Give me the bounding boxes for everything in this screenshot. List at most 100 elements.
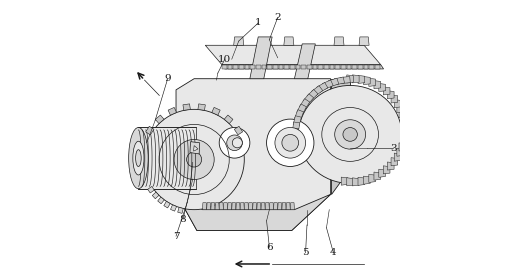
Polygon shape [222,65,384,69]
Polygon shape [394,153,401,161]
Polygon shape [158,197,164,204]
Polygon shape [334,37,344,45]
Polygon shape [176,193,330,230]
Polygon shape [234,37,244,45]
Text: 5: 5 [302,248,309,257]
Polygon shape [223,203,228,210]
Polygon shape [273,65,278,69]
Polygon shape [261,203,265,210]
Text: 9: 9 [164,74,171,83]
Polygon shape [352,178,359,186]
Polygon shape [248,203,253,210]
Ellipse shape [335,120,365,149]
Polygon shape [262,65,266,69]
Polygon shape [253,203,257,210]
Circle shape [186,152,201,167]
Polygon shape [341,65,346,69]
Polygon shape [330,65,334,69]
Polygon shape [358,65,363,69]
Polygon shape [324,65,329,69]
Polygon shape [279,65,283,69]
Polygon shape [399,143,406,151]
Polygon shape [267,65,272,69]
Polygon shape [400,115,407,123]
Polygon shape [359,37,369,45]
Polygon shape [207,203,211,210]
Polygon shape [190,142,200,154]
Polygon shape [176,79,330,230]
Circle shape [174,139,214,179]
Polygon shape [251,65,255,69]
Circle shape [227,135,242,151]
Polygon shape [397,104,404,113]
Text: 7: 7 [173,232,180,241]
Text: 6: 6 [266,243,272,252]
Text: 10: 10 [218,55,231,64]
Polygon shape [212,107,220,115]
Polygon shape [228,65,232,69]
Polygon shape [265,203,269,210]
Polygon shape [374,172,381,180]
Polygon shape [347,75,353,83]
Polygon shape [177,207,183,213]
Polygon shape [232,203,236,210]
Polygon shape [379,83,385,92]
Polygon shape [250,37,272,79]
Polygon shape [364,65,369,69]
Polygon shape [171,205,176,211]
Polygon shape [215,203,219,210]
Polygon shape [290,203,294,210]
Polygon shape [370,65,374,69]
Polygon shape [313,65,317,69]
Polygon shape [269,203,274,210]
Polygon shape [292,128,299,138]
Polygon shape [347,65,351,69]
Ellipse shape [128,127,148,189]
Polygon shape [307,65,312,69]
Polygon shape [198,104,205,110]
Polygon shape [328,78,339,87]
Polygon shape [322,80,333,89]
Polygon shape [336,65,340,69]
Polygon shape [292,122,300,132]
Polygon shape [318,65,323,69]
Polygon shape [194,146,198,151]
Polygon shape [317,83,328,92]
Polygon shape [239,65,244,69]
Polygon shape [152,192,159,199]
Polygon shape [294,110,304,120]
Polygon shape [391,95,398,103]
Polygon shape [256,65,260,69]
Polygon shape [219,203,223,210]
Polygon shape [400,137,407,146]
Polygon shape [401,121,408,129]
Polygon shape [233,65,238,69]
Ellipse shape [343,128,358,141]
Polygon shape [284,65,289,69]
Polygon shape [374,81,381,89]
Polygon shape [334,77,345,85]
Polygon shape [156,115,164,123]
Polygon shape [296,65,300,69]
Text: 8: 8 [180,215,186,224]
Polygon shape [301,65,306,69]
Polygon shape [340,76,350,83]
Polygon shape [234,126,243,135]
Polygon shape [369,78,375,87]
Polygon shape [369,174,375,183]
Polygon shape [330,79,350,194]
Polygon shape [282,203,286,210]
Polygon shape [387,91,394,99]
Polygon shape [244,203,248,210]
Polygon shape [303,94,314,105]
Polygon shape [245,65,249,69]
Polygon shape [290,65,294,69]
Polygon shape [211,203,215,210]
Text: 4: 4 [330,248,337,257]
Ellipse shape [133,141,144,175]
Polygon shape [278,203,282,210]
Polygon shape [293,116,301,126]
Circle shape [144,109,244,210]
Polygon shape [383,166,390,174]
Polygon shape [399,110,406,118]
